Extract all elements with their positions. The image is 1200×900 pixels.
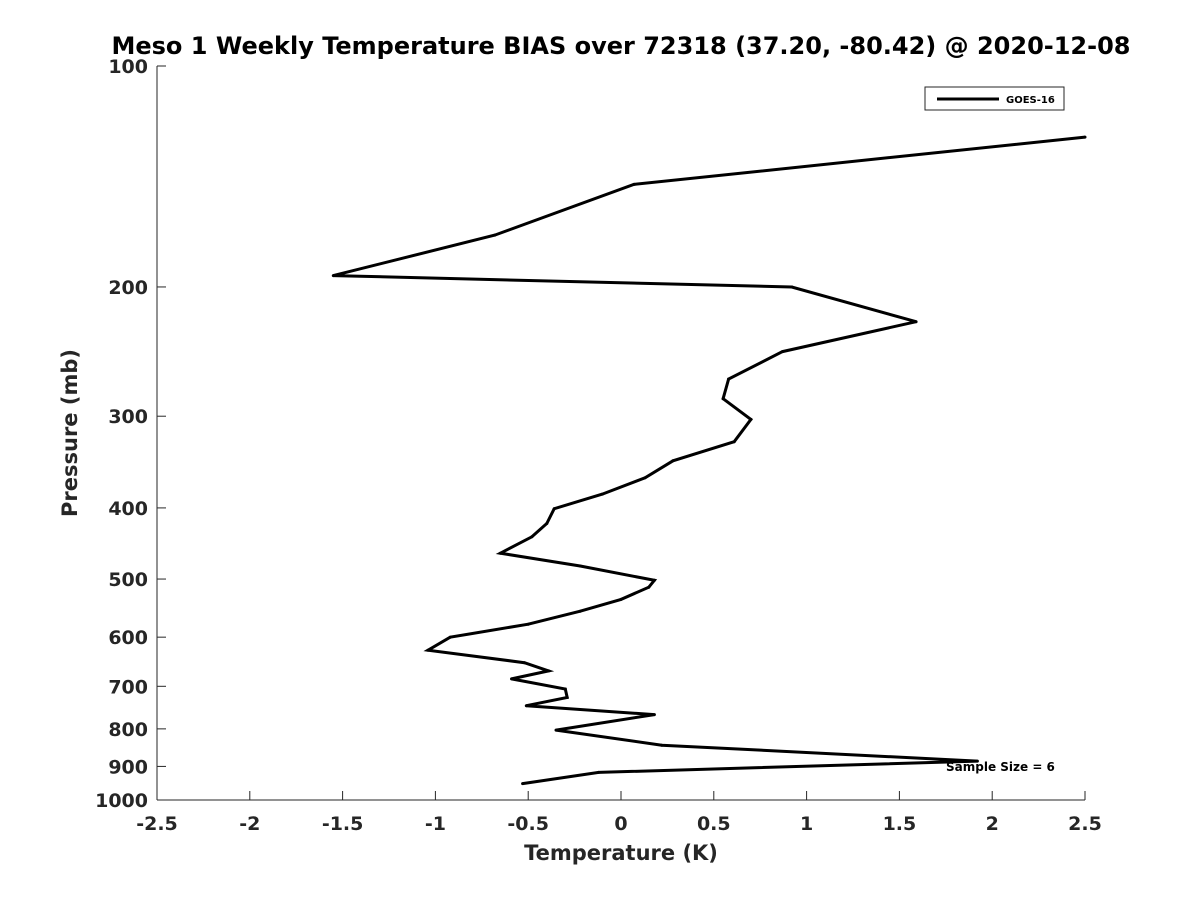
plot-area: -2.5 -2 -1.5 -1 -0.5 0 0.5 1 1.5 2 2.5 100 200 300 400… (95, 56, 1102, 835)
data-point (619, 597, 623, 601)
data-point (597, 770, 601, 774)
data-point (526, 622, 530, 626)
x-tick-label: -1.5 (322, 813, 364, 835)
data-point (510, 677, 513, 681)
x-tick-label: -2.5 (136, 813, 178, 835)
data-point (790, 285, 794, 289)
data-point (721, 397, 725, 401)
y-tick-label: 400 (108, 498, 148, 520)
data-point (493, 233, 497, 237)
legend-label-goes16: GOES-16 (1006, 95, 1055, 106)
data-point (781, 350, 784, 354)
series-points (331, 135, 1087, 786)
x-axis-label: Temperature (K) (524, 841, 718, 865)
y-tick-label: 700 (108, 676, 148, 698)
x-tick-label: 2.5 (1068, 813, 1102, 835)
y-tick-label: 800 (108, 719, 148, 741)
data-point (647, 585, 651, 589)
data-point (563, 687, 567, 691)
y-tick-label: 500 (108, 569, 148, 591)
data-point (578, 609, 582, 613)
y-tick-label: 200 (108, 277, 148, 299)
data-point (426, 648, 430, 652)
x-tick-label: 1.5 (883, 813, 917, 835)
x-tick-label: 0.5 (697, 813, 731, 835)
data-point (975, 759, 979, 763)
data-point (749, 417, 753, 421)
data-point (565, 696, 569, 699)
sample-size-annotation: Sample Size = 6 (946, 760, 1055, 774)
y-axis-label: Pressure (mb) (58, 349, 82, 517)
data-point (523, 661, 526, 665)
chart-title: Meso 1 Weekly Temperature BIAS over 7231… (111, 32, 1130, 60)
x-tick-label: -2 (239, 813, 260, 835)
data-point (1083, 135, 1087, 139)
data-point (660, 743, 664, 747)
data-point (732, 440, 736, 444)
y-tick-label: 600 (108, 627, 148, 649)
data-point (545, 522, 549, 525)
data-point (554, 728, 558, 732)
x-tick-label: 0 (614, 813, 627, 835)
data-point (600, 492, 604, 496)
data-point (448, 635, 452, 639)
data-point (727, 377, 731, 381)
data-point (643, 476, 647, 480)
y-tick-label: 1000 (95, 790, 148, 812)
data-point (578, 564, 582, 568)
data-point (530, 535, 534, 539)
data-point (652, 578, 656, 582)
series-line-goes16 (332, 135, 1086, 786)
data-point (552, 507, 556, 511)
data-point (331, 274, 335, 278)
x-tick-label: 2 (986, 813, 999, 835)
data-point (632, 182, 636, 186)
data-point (524, 704, 528, 708)
data-point (547, 669, 551, 673)
data-point (671, 459, 675, 463)
data-point (652, 713, 656, 717)
x-tick-label: 1 (800, 813, 813, 835)
x-tick-label: -1 (425, 813, 446, 835)
legend: GOES-16 (924, 86, 1065, 111)
y-tick-label: 300 (108, 406, 148, 428)
x-tick-label: -0.5 (507, 813, 549, 835)
data-point (521, 782, 525, 786)
data-point (498, 551, 502, 555)
tick-group: -2.5 -2 -1.5 -1 -0.5 0 0.5 1 1.5 2 2.5 100 200 300 400… (95, 56, 1102, 835)
data-point (914, 320, 918, 324)
y-tick-label: 100 (108, 56, 148, 78)
y-tick-label: 900 (108, 756, 148, 778)
